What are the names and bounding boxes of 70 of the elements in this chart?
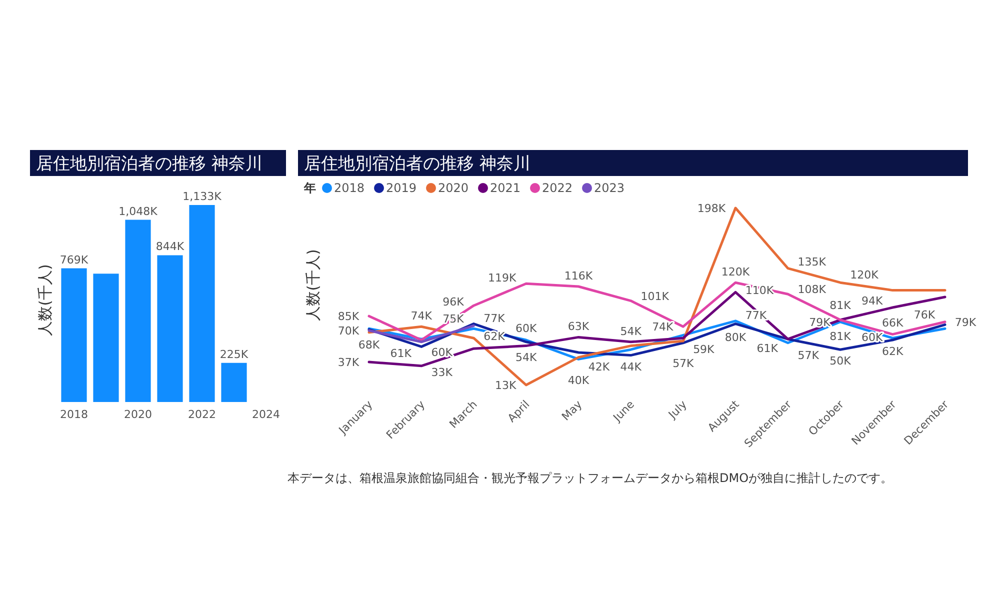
text: 本データは、箱根温泉旅館協同組合・観光予報プラットフォームデータから箱根DMOが独自に推計したのです。	[287, 471, 893, 485]
data-label: 66K	[882, 316, 904, 330]
x-tick-label: 2020	[124, 408, 152, 421]
data-label: 61K	[756, 342, 779, 356]
data-label: 62K	[484, 330, 506, 344]
legend-label: 2020	[438, 181, 469, 195]
data-label: 79K	[809, 316, 832, 329]
bar	[157, 255, 183, 402]
data-label: 94K	[862, 294, 884, 308]
legend-label: 2021	[490, 181, 521, 195]
data-label: 59K	[693, 342, 716, 356]
bar	[189, 205, 215, 402]
data-label: 74K	[410, 310, 433, 323]
data-label: 198K	[697, 202, 726, 215]
legend-label: 2019	[386, 181, 417, 195]
data-label: 120K	[721, 266, 750, 279]
data-label: 62K	[882, 345, 904, 358]
data-label: 769K	[60, 253, 89, 266]
data-label: 1,133K	[182, 190, 222, 203]
data-label: 108K	[798, 283, 827, 296]
x-tick-label: 2022	[188, 408, 216, 421]
data-label: 1,048K	[118, 204, 158, 218]
bar	[93, 274, 119, 402]
legend-label: 2018	[334, 181, 365, 195]
data-label: 74K	[652, 320, 674, 334]
data-label: 57K	[798, 348, 820, 362]
data-label: 77K	[484, 312, 506, 325]
data-label: 60K	[862, 331, 884, 344]
data-label: 42K	[588, 360, 610, 374]
data-label: 40K	[568, 374, 590, 388]
data-label: 60K	[431, 346, 454, 360]
legend-label: 2022	[542, 181, 573, 195]
data-label: 54K	[515, 350, 538, 364]
data-label: 120K	[850, 268, 880, 282]
data-label: 68K	[358, 338, 380, 352]
data-label: 119K	[488, 272, 517, 285]
data-label: 13K	[494, 379, 517, 392]
legend-title: 年	[303, 181, 316, 195]
data-label: 135K	[798, 255, 827, 268]
chart-title: 居住地別宿泊者の推移 神奈川	[36, 154, 262, 174]
bar	[221, 362, 247, 402]
data-label: 96K	[442, 296, 465, 309]
data-label: 225K	[220, 348, 249, 361]
bar	[125, 220, 151, 402]
data-label: 101K	[640, 290, 670, 303]
chart-title: 居住地別宿泊者の推移 神奈川	[304, 154, 530, 174]
y-axis-title: 人数(千人)	[36, 264, 54, 336]
data-label: 85K	[338, 310, 360, 324]
data-label: 116K	[564, 269, 594, 282]
data-label: 70K	[338, 324, 360, 338]
data-label: 33K	[431, 366, 454, 379]
y-axis-title: 人数(千人)	[304, 249, 322, 321]
data-label: 79K	[954, 316, 977, 329]
data-label: 37K	[338, 356, 360, 370]
data-label: 81K	[830, 330, 852, 343]
data-label: 81K	[830, 298, 852, 312]
legend-label: 2023	[594, 181, 625, 195]
data-label: 80K	[724, 330, 747, 344]
data-label: 44K	[620, 360, 642, 374]
data-label: 76K	[914, 308, 936, 322]
x-tick-label: 2018	[60, 408, 88, 421]
bar	[61, 268, 87, 402]
data-label: 50K	[830, 354, 852, 368]
data-label: 57K	[672, 356, 695, 370]
data-label: 63K	[568, 320, 590, 334]
x-tick-label: 2024	[252, 408, 280, 421]
data-label: 60K	[515, 322, 538, 336]
data-label: 61K	[390, 347, 412, 360]
data-label: 844K	[156, 240, 185, 254]
data-label: 54K	[620, 324, 642, 338]
